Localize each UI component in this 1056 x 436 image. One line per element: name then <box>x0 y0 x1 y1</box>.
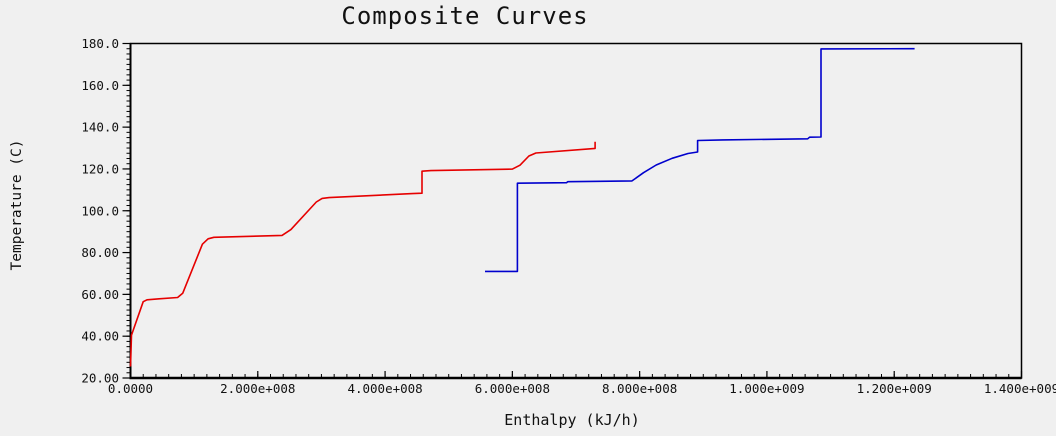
y-tick-label: 140.0 <box>81 120 119 135</box>
cold-composite-curve <box>129 141 596 367</box>
x-tick-label: 6.000e+008 <box>475 381 550 396</box>
y-tick-label: 40.00 <box>81 329 119 344</box>
y-tick-label: 160.0 <box>81 78 119 93</box>
hot-composite-curve <box>485 47 915 273</box>
y-tick-label: 120.0 <box>81 161 119 176</box>
y-tick-label: 100.0 <box>81 203 119 218</box>
x-tick-label: 1.200e+009 <box>857 381 932 396</box>
y-tick-label: 60.00 <box>81 287 119 302</box>
y-tick-label: 180.0 <box>81 36 119 51</box>
x-tick-label: 4.000e+008 <box>347 381 422 396</box>
x-tick-label: 8.000e+008 <box>602 381 677 396</box>
y-tick-label: 80.00 <box>81 245 119 260</box>
x-axis-label: Enthalpy (kJ/h) <box>504 411 640 429</box>
chart-title: Composite Curves <box>341 2 589 30</box>
y-tick-label: 20.00 <box>81 371 119 386</box>
x-tick-label: 1.000e+009 <box>729 381 804 396</box>
x-tick-label: 0.0000 <box>108 381 153 396</box>
x-tick-label: 1.400e+009 <box>984 381 1056 396</box>
plot-border <box>129 42 1023 379</box>
x-tick-label: 2.000e+008 <box>220 381 295 396</box>
